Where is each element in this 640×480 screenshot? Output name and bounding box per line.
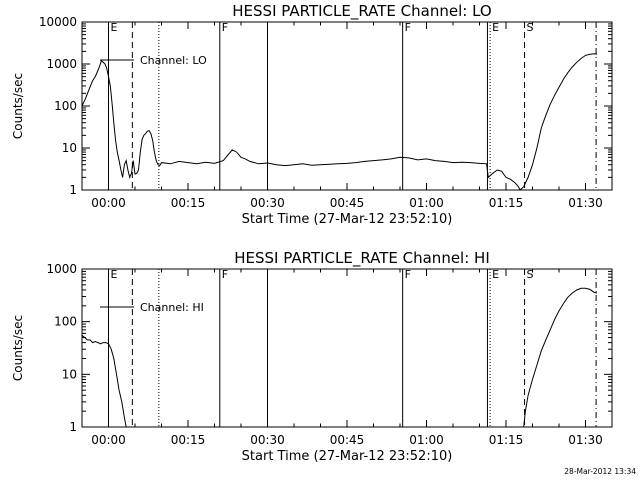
x-tick-label: 01:30 xyxy=(568,433,603,447)
event-label: E xyxy=(492,268,499,281)
y-tick-label: 100 xyxy=(54,99,77,113)
x-tick-label: 00:15 xyxy=(171,196,206,210)
x-tick-label: 01:00 xyxy=(409,196,444,210)
event-label: E xyxy=(492,21,499,34)
y-tick-label: 1000 xyxy=(46,57,77,71)
x-tick-label: 00:45 xyxy=(330,433,365,447)
x-tick-label: 01:15 xyxy=(489,196,524,210)
panel-lo: HESSI PARTICLE_RATE Channel: LO 00:00 00:1… xyxy=(11,2,613,227)
y-tick-label: 10 xyxy=(62,141,77,155)
series-line-channel-hi xyxy=(82,287,598,427)
x-tick-label: 01:30 xyxy=(568,196,603,210)
timestamp: 28-Mar-2012 13:34 xyxy=(564,467,636,476)
x-axis-label: Start Time (27-Mar-12 23:52:10) xyxy=(242,449,453,464)
event-label: F xyxy=(405,21,411,34)
plot-frame xyxy=(81,268,613,428)
x-tick-label: 00:00 xyxy=(91,433,126,447)
event-label: S xyxy=(527,21,534,34)
y-tick-label: 100 xyxy=(54,315,77,329)
y-axis-label: Counts/sec xyxy=(11,315,25,381)
y-tick-label: 1 xyxy=(69,183,77,197)
y-tick-label: 1 xyxy=(69,420,77,434)
x-tick-label: 01:00 xyxy=(409,433,444,447)
x-tick-label: 00:45 xyxy=(330,196,365,210)
legend-label: Channel: LO xyxy=(140,54,207,67)
x-tick-label: 00:00 xyxy=(91,196,126,210)
series-line-channel-lo xyxy=(82,53,598,190)
y-tick-label: 1000 xyxy=(46,262,77,276)
x-tick-label: 00:15 xyxy=(171,433,206,447)
y-axis-label: Counts/sec xyxy=(11,73,25,139)
panel-hi: HESSI PARTICLE_RATE Channel: HI 00:00 00:1… xyxy=(11,249,613,464)
x-axis-label: Start Time (27-Mar-12 23:52:10) xyxy=(242,212,453,227)
y-tick-label: 10000 xyxy=(39,15,77,29)
event-label: F xyxy=(222,21,228,34)
chart-title: HESSI PARTICLE_RATE Channel: HI xyxy=(234,249,490,268)
chart-title: HESSI PARTICLE_RATE Channel: LO xyxy=(232,2,491,21)
y-tick-label: 10 xyxy=(62,367,77,381)
event-label: E xyxy=(111,21,118,34)
event-label: S xyxy=(527,268,534,281)
event-label: F xyxy=(405,268,411,281)
legend-label: Channel: HI xyxy=(140,301,204,314)
event-label: E xyxy=(111,268,118,281)
x-tick-label: 01:15 xyxy=(489,433,524,447)
x-tick-label: 00:30 xyxy=(250,433,285,447)
event-label: F xyxy=(222,268,228,281)
x-tick-label: 00:30 xyxy=(250,196,285,210)
